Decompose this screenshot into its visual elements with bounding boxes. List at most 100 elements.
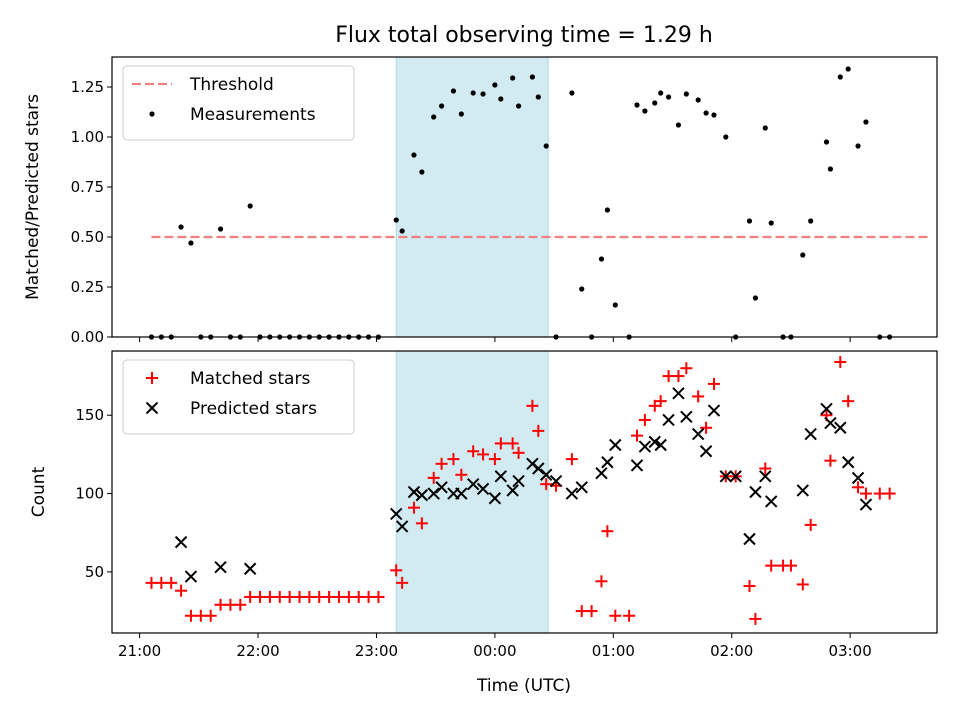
legend: Threshold Measurements — [122, 65, 355, 141]
data-point — [492, 82, 498, 88]
predicted-point-b — [395, 520, 409, 533]
y-tick-label: 0.00 — [71, 328, 104, 346]
matched-point — [204, 609, 217, 622]
data-point — [598, 256, 605, 262]
predicted-point — [759, 470, 772, 483]
data-point — [612, 302, 618, 308]
predicted-point-b — [575, 481, 588, 494]
predicted-point-b — [759, 470, 772, 483]
legend-label: Matched stars — [190, 369, 310, 389]
axes-frame — [111, 350, 938, 634]
matched-point — [372, 590, 385, 603]
predicted-point — [214, 560, 227, 574]
y-tick-label: 1.00 — [71, 128, 104, 146]
predicted-point — [834, 421, 847, 434]
matched-point — [749, 612, 762, 625]
predicted-point — [648, 435, 661, 449]
matched-point — [427, 471, 440, 484]
x-tick-label: 00:00 — [473, 642, 516, 660]
data-point — [510, 75, 516, 81]
series-matched-stars — [145, 355, 896, 625]
predicted-point — [859, 498, 873, 511]
matched-point — [842, 395, 855, 408]
matched-point — [506, 437, 519, 450]
predicted-point-b — [488, 492, 502, 505]
legend-label: Predicted stars — [190, 399, 317, 419]
predicted-point-b — [407, 485, 421, 499]
matched-point — [654, 395, 667, 408]
matched-point — [477, 448, 490, 461]
data-point — [604, 207, 610, 213]
predicted-point — [549, 474, 563, 488]
y-axis-label: Matched/Predicted stars — [23, 94, 43, 300]
matched-point — [692, 390, 705, 403]
data-point — [703, 110, 709, 116]
matched-point — [796, 578, 809, 591]
matched-point — [680, 362, 693, 375]
matched-point — [435, 457, 448, 470]
shaded-interval — [396, 57, 549, 337]
matched-point — [859, 487, 872, 500]
data-point — [652, 100, 658, 106]
y-tick-label: 1.25 — [71, 78, 104, 96]
data-point — [393, 217, 399, 223]
predicted-point-b — [549, 474, 563, 488]
matched-point — [700, 421, 713, 434]
matched-point — [743, 580, 756, 592]
matched-point — [834, 355, 847, 368]
matched-point — [784, 559, 797, 572]
predicted-point — [466, 477, 480, 491]
predicted-point — [532, 462, 545, 475]
predicted-point — [699, 445, 713, 458]
x-tick-label: 23:00 — [355, 642, 398, 660]
matched-point — [526, 399, 539, 412]
data-point — [480, 91, 486, 97]
x-axis-label: Time (UTC) — [476, 676, 571, 696]
data-point — [642, 108, 648, 114]
matched-point — [512, 446, 525, 459]
predicted-point — [749, 485, 762, 499]
x-tick-label: 02:00 — [710, 642, 753, 660]
legend-label: Measurements — [190, 105, 316, 125]
data-point — [746, 218, 753, 224]
predicted-point — [662, 413, 675, 427]
predicted-point — [680, 410, 693, 424]
matched-point — [595, 575, 608, 588]
predicted-point — [488, 492, 502, 505]
y-tick-label: 0.75 — [71, 178, 104, 196]
predicted-point — [672, 387, 685, 400]
predicted-point-b — [662, 413, 675, 427]
data-point — [515, 103, 522, 109]
matched-point — [759, 462, 772, 475]
predicted-point-b — [749, 485, 762, 499]
predicted-point-b — [859, 498, 873, 511]
matched-point — [565, 453, 578, 466]
data-point — [827, 166, 834, 172]
predicted-point-b — [506, 484, 519, 497]
predicted-point-b — [743, 532, 756, 546]
predicted-point-b — [390, 507, 403, 521]
data-point — [723, 134, 729, 140]
x-tick-label: 21:00 — [118, 642, 161, 660]
matched-point — [390, 564, 403, 577]
data-point — [569, 90, 575, 96]
legend-box — [122, 359, 355, 435]
series-predicted-stars — [174, 387, 873, 583]
matched-point — [585, 605, 598, 618]
axes-frame — [111, 56, 938, 338]
data-point — [683, 91, 689, 97]
predicted-point — [601, 456, 614, 469]
predicted-point — [796, 484, 809, 497]
matched-point — [532, 424, 545, 437]
y-axis-label: Count — [29, 466, 49, 517]
predicted-point — [565, 487, 579, 500]
predicted-point-b — [680, 410, 693, 424]
predicted-point-b — [672, 387, 685, 400]
matched-point — [415, 517, 428, 530]
predicted-point-b — [638, 440, 652, 453]
predicted-point-b — [707, 404, 721, 417]
matched-point — [609, 609, 622, 622]
chart-title: Flux total observing time = 1.29 h — [335, 23, 713, 48]
count-panel: 50 100 150 21:00 22:00 23:00 00:00 01:00 02:00 03… — [29, 350, 938, 660]
